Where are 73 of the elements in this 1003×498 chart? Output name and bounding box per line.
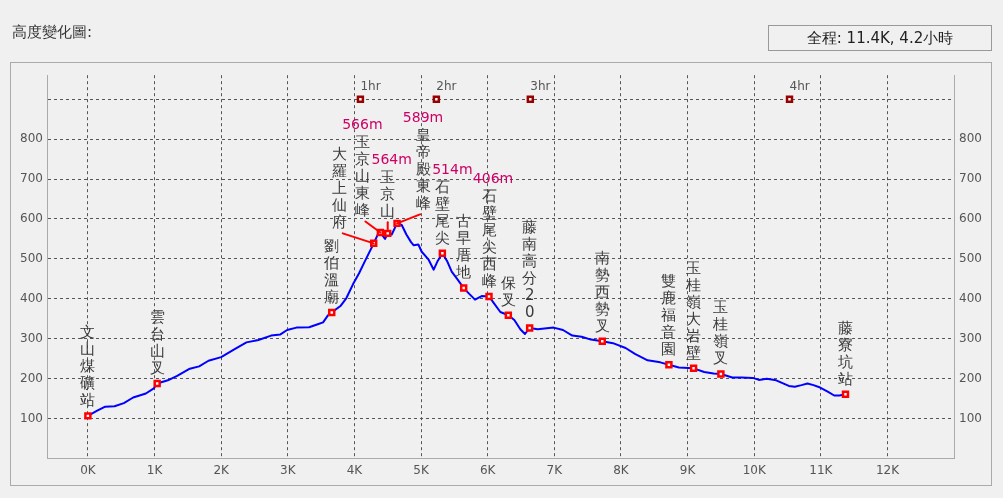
point: [84, 412, 92, 420]
data-label: 玉京山東峰: [354, 132, 370, 219]
y2-tick-label: 700: [959, 171, 982, 186]
chart-subtitle: 全程: 11.4K, 4.2小時: [806, 28, 954, 48]
data-label: 藤寮坑站: [836, 318, 853, 388]
y2-tick-label: 400: [959, 290, 982, 305]
data-label: 石壁尾尖西峰: [481, 186, 497, 290]
point: [356, 95, 365, 103]
point: [459, 284, 468, 292]
y-tick-label: 300: [20, 330, 43, 345]
data-label: 石壁尾尖: [434, 177, 450, 247]
x-tick-label: 5K: [413, 462, 430, 477]
data-label: 文山煤礦站: [80, 323, 96, 410]
annotation: 514m: [432, 160, 473, 177]
point: [841, 390, 850, 399]
annotation: 2hr: [436, 79, 457, 94]
point: [504, 311, 513, 319]
x-tick-label: 7K: [546, 462, 564, 477]
point: [785, 95, 794, 103]
y-tick-label: 500: [20, 251, 43, 266]
y2-tick-label: 200: [959, 370, 982, 385]
x-tick-label: 9K: [679, 462, 697, 477]
x-tick-label: 1K: [146, 462, 164, 477]
x-tick-label: 11K: [809, 462, 834, 477]
x-tick-label: 8K: [613, 462, 630, 477]
data-label: 雙鹿福音園: [661, 272, 677, 359]
x-tick-label: 3K: [280, 462, 297, 477]
x-tick-label: 10K: [742, 462, 767, 477]
point: [598, 337, 607, 345]
annotation: 589m: [402, 109, 444, 126]
y-tick-label: 800: [20, 131, 43, 146]
point: [438, 249, 447, 258]
y2-tick-label: 100: [959, 410, 982, 425]
point: [432, 95, 441, 103]
point: [526, 95, 535, 103]
data-label: 南勢西勢叉: [594, 248, 610, 335]
annotation: 566m: [342, 116, 383, 133]
y2-tick-label: 800: [959, 131, 982, 146]
data-label: 皇帝殿東峰: [415, 125, 431, 212]
point: [689, 364, 698, 373]
y2-tick-label: 600: [959, 211, 982, 226]
data-label: 玉桂嶺叉: [712, 298, 729, 368]
y-tick-label: 700: [20, 171, 43, 186]
y2-tick-label: 500: [959, 251, 982, 266]
data-label: 保叉: [500, 273, 516, 309]
point: [717, 370, 725, 378]
point: [384, 229, 392, 238]
point: [665, 361, 673, 369]
y-tick-label: 600: [20, 211, 43, 226]
annotation: 3hr: [530, 79, 551, 94]
y-tick-label: 100: [20, 410, 43, 425]
annotation: 1hr: [360, 79, 381, 94]
x-tick-label: 0K: [80, 462, 97, 477]
point: [485, 292, 493, 301]
y2-tick-label: 300: [959, 330, 982, 345]
y-tick-label: 200: [20, 370, 43, 385]
annotation: 4hr: [789, 79, 810, 94]
data-label: 玉桂嶺大岩壁: [685, 258, 702, 362]
data-label: 雲台山叉: [149, 307, 165, 377]
point: [153, 379, 161, 388]
x-tick-label: 12K: [875, 462, 901, 477]
chart-title: 高度變化圖:: [12, 23, 93, 42]
data-label: 大羅上仙府: [332, 144, 348, 231]
x-tick-label: 4K: [346, 462, 364, 477]
info-box: 全程: 11.4K, 4.2小時: [768, 25, 992, 51]
x-tick-label: 2K: [213, 462, 231, 477]
annotation: 406m: [472, 170, 514, 187]
data-label: 藤南高分20: [522, 218, 538, 322]
point: [525, 324, 534, 332]
point: [328, 308, 336, 317]
y-tick-label: 400: [20, 290, 43, 305]
x-tick-label: 6K: [479, 462, 497, 477]
data-label: 玉京山: [380, 167, 396, 220]
